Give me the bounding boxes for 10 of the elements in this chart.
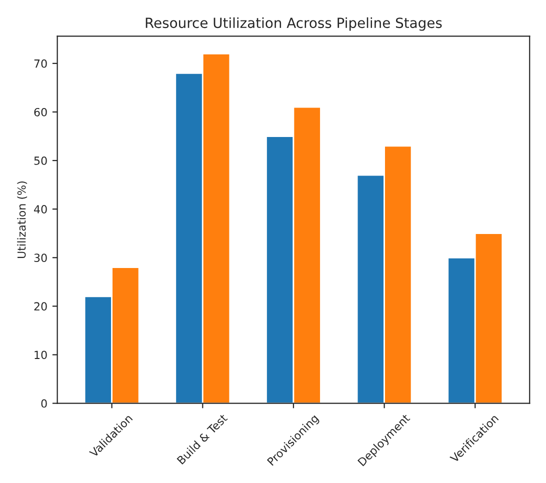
y-tick-label: 70 [34,59,47,68]
chart-title: Resource Utilization Across Pipeline Stages [146,17,442,31]
y-tick-label: 20 [34,302,47,311]
y-tick-label: 0 [41,399,47,408]
y-tick-label: 10 [34,350,47,360]
y-tick-label: 40 [34,205,47,214]
y-tick-label: 30 [34,254,47,262]
y-tick-label: 60 [34,108,47,116]
y-axis-title: Utilization (%) [17,182,28,258]
y-tick-label: 50 [34,156,47,165]
